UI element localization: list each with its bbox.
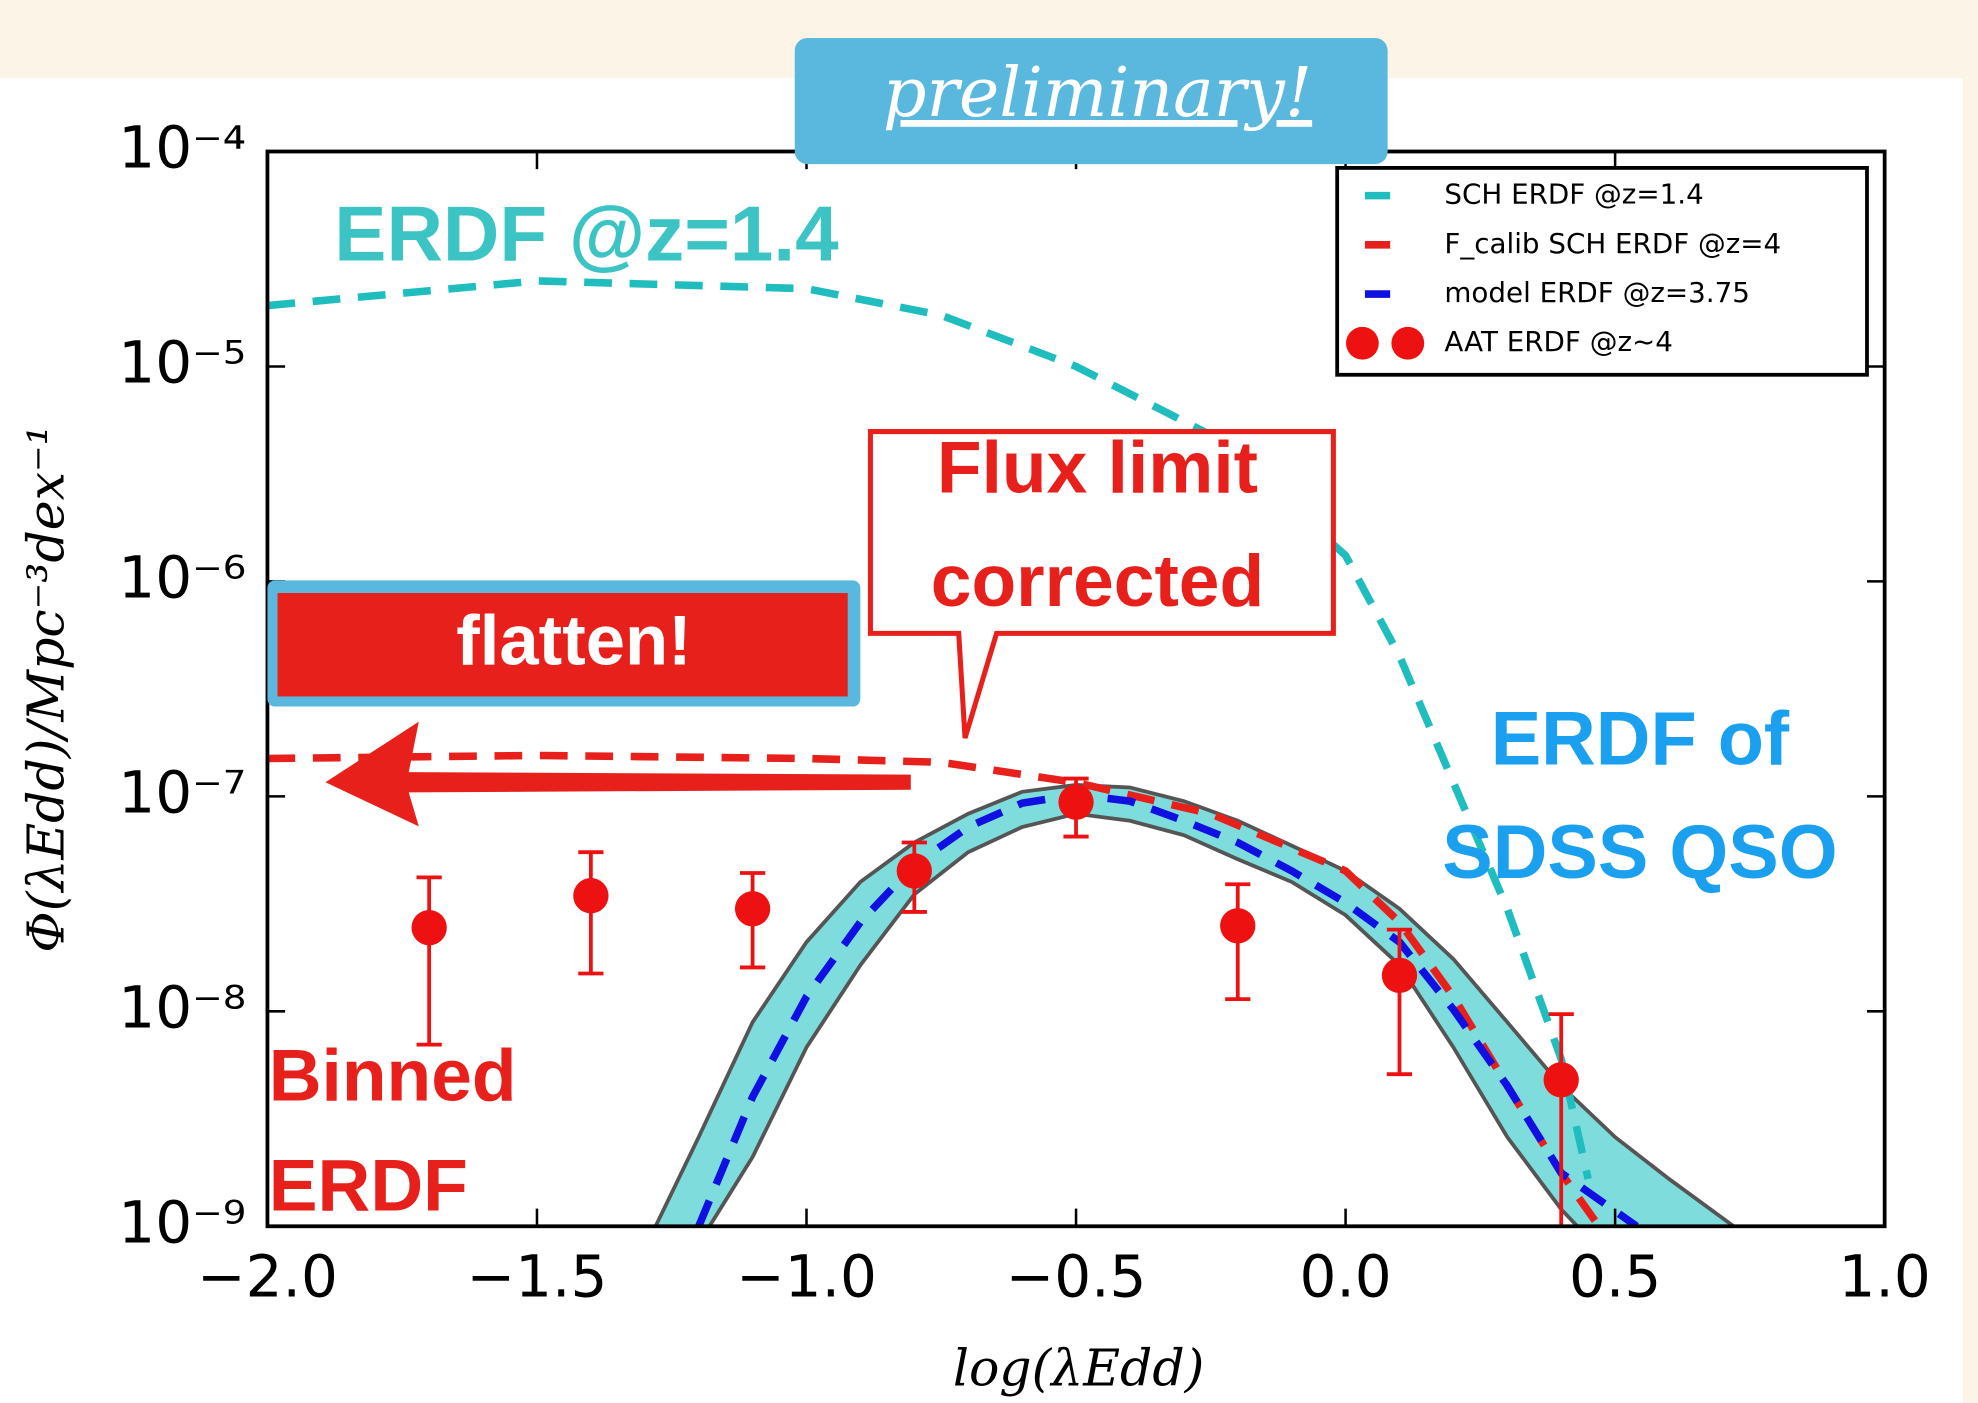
legend-label: model ERDF @z=3.75 bbox=[1444, 276, 1750, 309]
y-tick-label: 10⁻⁸ bbox=[118, 973, 246, 1041]
annotation: ERDF bbox=[269, 1144, 468, 1226]
legend: SCH ERDF @z=1.4 F_calib SCH ERDF @z=4 mode… bbox=[1335, 166, 1869, 377]
y-tick-label: 10⁻⁴ bbox=[118, 114, 246, 182]
side-band bbox=[1962, 78, 1978, 1403]
legend-swatch bbox=[1345, 326, 1379, 360]
legend-swatch bbox=[1391, 326, 1425, 360]
legend-label: AAT ERDF @z~4 bbox=[1444, 325, 1673, 358]
badge-text: preliminary! bbox=[883, 54, 1312, 133]
badge-box bbox=[794, 37, 1388, 165]
annotation: SDSS QSO bbox=[1442, 810, 1837, 895]
data-point bbox=[734, 891, 771, 927]
data-point bbox=[1220, 908, 1256, 944]
x-tick-label: 0.0 bbox=[1299, 1243, 1391, 1311]
annotation: corrected bbox=[931, 540, 1264, 622]
x-tick-label: 1.0 bbox=[1839, 1243, 1931, 1311]
annotation: Flux limit bbox=[937, 427, 1258, 509]
annotation: ERDF of bbox=[1491, 696, 1790, 781]
x-tick-label: −0.5 bbox=[1006, 1243, 1147, 1311]
band-edge bbox=[707, 811, 1579, 1227]
x-tick-label: −2.0 bbox=[197, 1243, 338, 1311]
axes: −2.0 −1.5 −1.0 −0.5 0.0 0.5 1.0 10⁻⁹ 10⁻⁸ 10⁻⁷ 10⁻… bbox=[118, 114, 1930, 1311]
x-tick-label: −1.0 bbox=[736, 1243, 877, 1311]
annotation: flatten! bbox=[456, 601, 691, 680]
data-point bbox=[1381, 957, 1418, 994]
flatten-box bbox=[277, 593, 848, 697]
data-point bbox=[1058, 784, 1094, 820]
flux-callout bbox=[867, 429, 1336, 739]
data-point bbox=[1543, 1062, 1579, 1098]
annotations: ERDF @z=1.4 Flux limit corrected flatten! ER… bbox=[269, 189, 1838, 1226]
y-tick-label: 10⁻⁶ bbox=[118, 544, 246, 612]
legend-label: F_calib SCH ERDF @z=4 bbox=[1444, 227, 1781, 260]
y-tick-label: 10⁻⁵ bbox=[118, 329, 246, 397]
band-edge bbox=[653, 783, 1735, 1227]
annotation: ERDF @z=1.4 bbox=[334, 189, 839, 277]
annotation: Binned bbox=[269, 1035, 517, 1117]
legend-label: SCH ERDF @z=1.4 bbox=[1444, 178, 1703, 211]
badge: preliminary! bbox=[794, 37, 1388, 165]
y-tick-label: 10⁻⁹ bbox=[118, 1188, 246, 1256]
data-point bbox=[573, 878, 609, 914]
x-tick-label: 0.5 bbox=[1569, 1243, 1661, 1311]
line-series bbox=[695, 790, 1639, 1227]
data-point bbox=[411, 910, 447, 946]
flatten-arrow bbox=[325, 721, 911, 827]
x-axis-label: log(λEdd) bbox=[953, 1339, 1205, 1398]
data-point bbox=[896, 853, 932, 889]
band bbox=[655, 784, 1734, 1227]
callouts bbox=[267, 429, 1336, 827]
y-tick-label: 10⁻⁷ bbox=[118, 758, 246, 826]
x-tick-label: −1.5 bbox=[467, 1243, 608, 1311]
y-axis-label: Φ(λEdd)/Mpc⁻³dex⁻¹ bbox=[16, 425, 75, 953]
legend-box bbox=[1335, 166, 1869, 377]
